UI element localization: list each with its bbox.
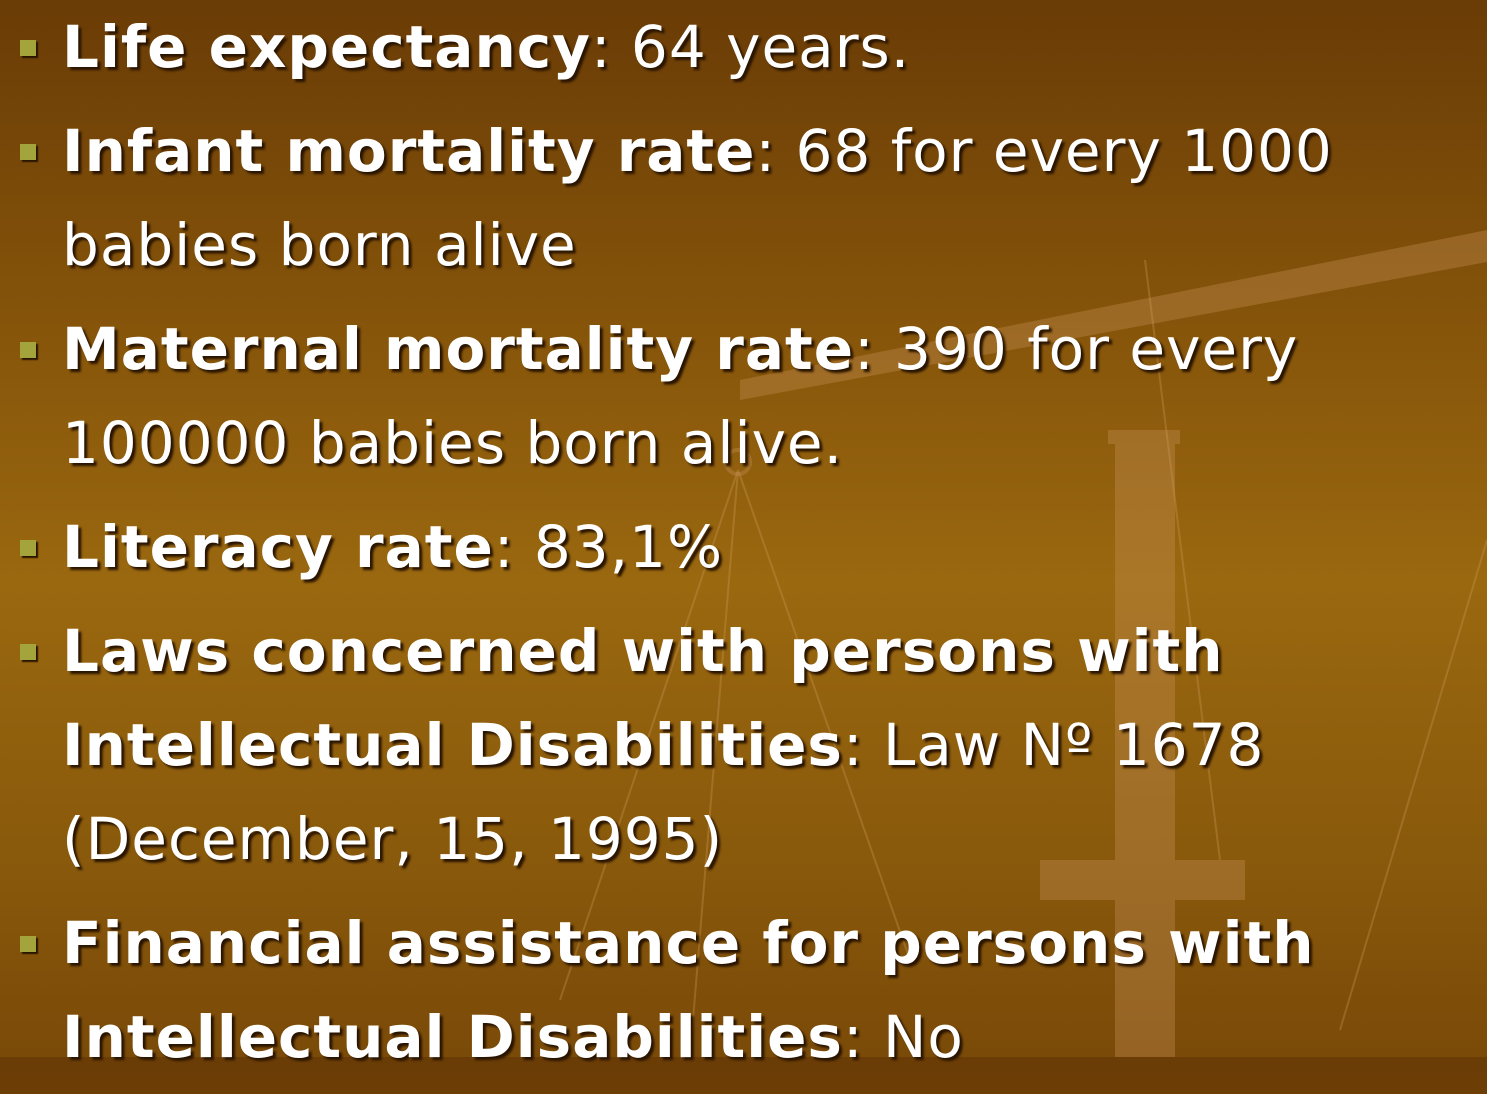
bullet-item: Literacy rate: 83,1% (0, 500, 1470, 594)
bullet-item: Life expectancy: 64 years. (0, 0, 1470, 94)
bullet-list: Life expectancy: 64 years. Infant mortali… (0, 0, 1470, 1094)
bullet-item: Maternal mortality rate: 390 for every 1… (0, 302, 1470, 490)
item-label: Literacy rate (62, 513, 494, 581)
item-label: Infant mortality rate (62, 117, 756, 185)
bullet-item: Laws concerned with persons with Intelle… (0, 604, 1470, 886)
bullet-item: Financial assistance for persons with In… (0, 896, 1470, 1084)
bullet-item: Infant mortality rate: 68 for every 1000… (0, 104, 1470, 292)
item-detail: : 83,1% (494, 513, 723, 581)
item-detail: : No (843, 1003, 964, 1071)
slide: Life expectancy: 64 years. Infant mortali… (0, 0, 1487, 1057)
item-label: Financial assistance for persons with In… (62, 909, 1315, 1071)
item-detail: : 64 years. (591, 13, 910, 81)
item-label: Life expectancy (62, 13, 591, 81)
item-label: Maternal mortality rate (62, 315, 854, 383)
